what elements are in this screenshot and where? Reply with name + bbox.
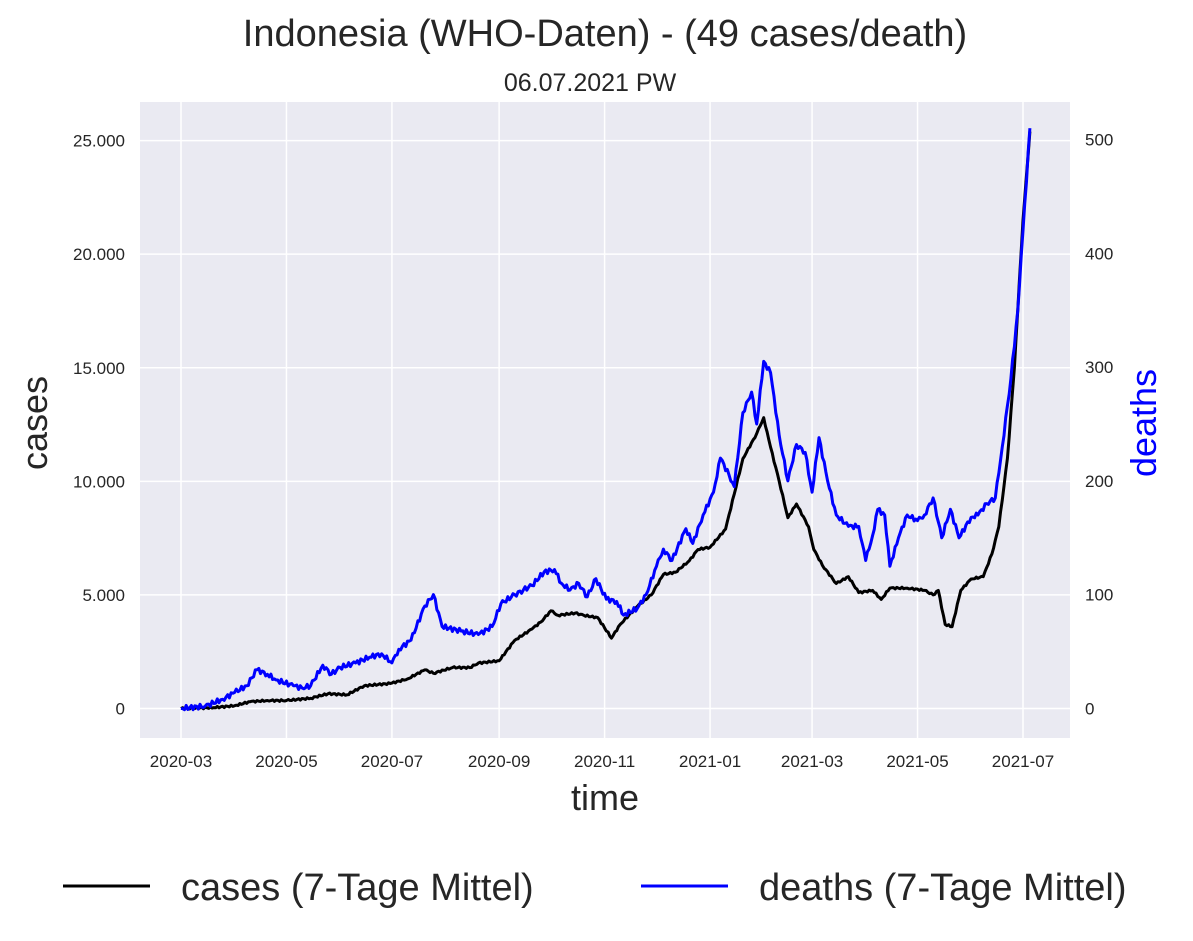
y-axis-label-left: cases	[14, 376, 55, 470]
legend: cases (7-Tage Mittel) deaths (7-Tage Mit…	[63, 867, 1127, 909]
x-tick-label: 2021-03	[781, 752, 843, 771]
x-tick-label: 2020-03	[150, 752, 212, 771]
y-tick-label-right: 0	[1085, 699, 1094, 718]
y-tick-label-right: 500	[1085, 131, 1113, 150]
legend-label-deaths: deaths (7-Tage Mittel)	[759, 867, 1127, 909]
x-tick-label: 2020-07	[361, 752, 423, 771]
y-tick-label-left: 15.000	[73, 359, 125, 378]
y-tick-label-left: 20.000	[73, 245, 125, 264]
y-tick-label-right: 100	[1085, 586, 1113, 605]
y-tick-label-left: 5.000	[82, 586, 125, 605]
x-tick-label: 2021-01	[679, 752, 741, 771]
series-line-deaths	[180, 128, 1032, 712]
y-tick-label-left: 0	[116, 699, 125, 718]
y-tick-label-right: 300	[1085, 358, 1113, 377]
series-line-cases	[180, 131, 1032, 711]
y-tick-label-left: 25.000	[73, 132, 125, 151]
series-layer	[180, 128, 1032, 712]
chart-subtitle: 06.07.2021 PW	[504, 69, 677, 97]
x-tick-label: 2020-11	[574, 752, 635, 771]
y-tick-label-right: 200	[1085, 472, 1113, 491]
chart-title: Indonesia (WHO-Daten) - (49 cases/death)	[243, 13, 967, 55]
x-tick-label: 2021-07	[992, 752, 1054, 771]
x-axis-label: time	[571, 777, 639, 818]
y-axis-label-right: deaths	[1123, 369, 1164, 477]
ticks: 2020-03 2020-05 2020-07 2020-09 2020-11 2021-…	[73, 131, 1113, 771]
y-tick-label-right: 400	[1085, 244, 1113, 263]
legend-label-cases: cases (7-Tage Mittel)	[181, 867, 534, 909]
x-tick-label: 2020-09	[468, 752, 530, 771]
x-tick-label: 2021-05	[886, 752, 948, 771]
x-tick-label: 2020-05	[255, 752, 317, 771]
y-tick-label-left: 10.000	[73, 472, 125, 491]
